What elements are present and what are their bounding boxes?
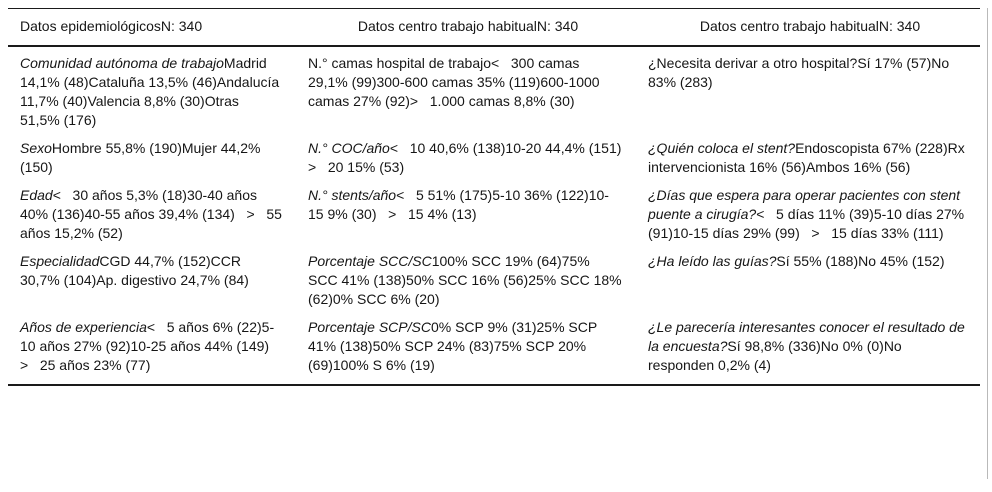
variable-label: Porcentaje SCC/SC: [308, 253, 432, 269]
cell-comunidad-autonoma: Comunidad autónoma de trabajoMadrid 14,1…: [8, 46, 296, 139]
cell-sexo: SexoHombre 55,8% (190)Mujer 44,2% (150): [8, 139, 296, 186]
col-header-centro-trabajo-2: Datos centro trabajo habitualN: 340: [636, 8, 980, 47]
variable-values: 0% SCP 9% (31)25% SCP 41% (138)50% SCP 2…: [308, 319, 601, 373]
variable-label: Porcentaje SCP/SC: [308, 319, 431, 335]
variable-values: Hombre 55,8% (190)Mujer 44,2% (150): [20, 140, 265, 175]
col-header-title: Datos centro trabajo habitual: [357, 18, 537, 34]
variable-values: < 5 años 6% (22)5-10 años 27% (92)10-25 …: [20, 319, 281, 373]
cell-dias-espera-cirugia: ¿Días que espera para operar pacientes c…: [636, 186, 980, 252]
table-header-row: Datos epidemiológicosN: 340 Datos centro…: [8, 8, 980, 47]
cell-quien-coloca-stent: ¿Quién coloca el stent?Endoscopista 67% …: [636, 139, 980, 186]
table-row: Años de experiencia< 5 años 6% (22)5-10 …: [8, 318, 980, 385]
cell-interes-resultado-encuesta: ¿Le parecería interesantes conocer el re…: [636, 318, 980, 385]
col-header-datos-epidemiologicos: Datos epidemiológicosN: 340: [8, 8, 296, 47]
survey-results-table: Datos epidemiológicosN: 340 Datos centro…: [8, 8, 980, 386]
table-row: Comunidad autónoma de trabajoMadrid 14,1…: [8, 46, 980, 139]
cell-stents-ano: N.° stents/año< 5 51% (175)5-10 36% (122…: [296, 186, 636, 252]
variable-values: < 300 camas 29,1% (99)300-600 camas 35% …: [308, 55, 604, 109]
col-header-n: N: 340: [160, 18, 203, 34]
right-edge-rule: [987, 8, 988, 479]
col-header-title: Datos centro trabajo habitual: [699, 18, 879, 34]
variable-values: Sí 98,8% (336)No 0% (0)No responden 0,2%…: [648, 338, 906, 373]
variable-values: < 5 51% (175)5-10 36% (122)10-15 9% (30)…: [308, 187, 609, 222]
cell-leido-guias: ¿Ha leído las guías?Sí 55% (188)No 45% (…: [636, 252, 980, 318]
col-header-title: Datos epidemiológicos: [20, 18, 161, 34]
cell-especialidad: EspecialidadCGD 44,7% (152)CCR 30,7% (10…: [8, 252, 296, 318]
col-header-centro-trabajo-1: Datos centro trabajo habitualN: 340: [296, 8, 636, 47]
variable-label: N.° stents/año: [308, 187, 397, 203]
variable-label: ¿Ha leído las guías?: [648, 253, 777, 269]
variable-values: Sí 17% (57)No 83% (283): [648, 55, 954, 90]
variable-label: ¿Días que espera para operar pacientes c…: [648, 187, 964, 222]
cell-anos-experiencia: Años de experiencia< 5 años 6% (22)5-10 …: [8, 318, 296, 385]
variable-label: N.° COC/año: [308, 140, 390, 156]
col-header-n: N: 340: [878, 18, 921, 34]
variable-values: Sí 55% (188)No 45% (152): [776, 253, 945, 269]
cell-porcentaje-scc: Porcentaje SCC/SC100% SCC 19% (64)75% SC…: [296, 252, 636, 318]
cell-edad: Edad< 30 años 5,3% (18)30-40 años 40% (1…: [8, 186, 296, 252]
variable-values: CGD 44,7% (152)CCR 30,7% (104)Ap. digest…: [20, 253, 249, 288]
variable-values: < 10 40,6% (138)10-20 44,4% (151) > 20 1…: [308, 140, 634, 175]
variable-label: Sexo: [20, 140, 52, 156]
variable-label: Especialidad: [20, 253, 100, 269]
cell-camas-hospital: N.° camas hospital de trabajo< 300 camas…: [296, 46, 636, 139]
cell-derivar-hospital: ¿Necesita derivar a otro hospital?Sí 17%…: [636, 46, 980, 139]
variable-values: Madrid 14,1% (48)Cataluña 13,5% (46)Anda…: [20, 55, 284, 128]
cell-coc-ano: N.° COC/año< 10 40,6% (138)10-20 44,4% (…: [296, 139, 636, 186]
col-header-n: N: 340: [536, 18, 579, 34]
variable-values: < 5 días 11% (39)5-10 días 27% (91)10-15…: [648, 206, 969, 241]
table-row: Edad< 30 años 5,3% (18)30-40 años 40% (1…: [8, 186, 980, 252]
cell-porcentaje-scp: Porcentaje SCP/SC0% SCP 9% (31)25% SCP 4…: [296, 318, 636, 385]
variable-label: Edad: [20, 187, 53, 203]
variable-values: Endoscopista 67% (228)Rx intervencionist…: [648, 140, 969, 175]
variable-label: N.° camas hospital de trabajo: [308, 55, 492, 71]
table-row: SexoHombre 55,8% (190)Mujer 44,2% (150) …: [8, 139, 980, 186]
variable-label: ¿Quién coloca el stent?: [648, 140, 796, 156]
variable-label: ¿Le parecería interesantes conocer el re…: [648, 319, 969, 354]
variable-label: Comunidad autónoma de trabajo: [20, 55, 224, 71]
table-row: EspecialidadCGD 44,7% (152)CCR 30,7% (10…: [8, 252, 980, 318]
variable-label: ¿Necesita derivar a otro hospital?: [648, 55, 858, 71]
variable-values: < 30 años 5,3% (18)30-40 años 40% (136)4…: [20, 187, 286, 241]
variable-values: 100% SCC 19% (64)75% SCC 41% (138)50% SC…: [308, 253, 626, 307]
variable-label: Años de experiencia: [20, 319, 147, 335]
